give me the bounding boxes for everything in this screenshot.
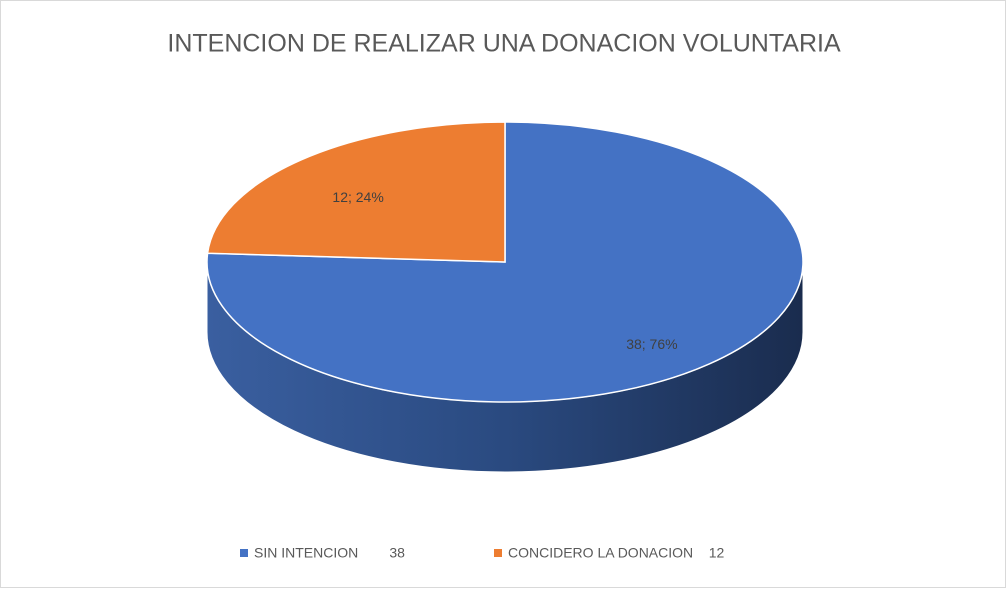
- data-label: 12; 24%: [332, 189, 383, 205]
- legend-label: SIN INTENCION 38: [254, 545, 405, 561]
- pie-slice: [206, 121, 506, 263]
- chart-title: INTENCION DE REALIZAR UNA DONACION VOLUN…: [167, 30, 841, 58]
- legend-swatch: [494, 549, 502, 557]
- legend-swatch: [240, 549, 248, 557]
- pie-slice: [206, 121, 804, 403]
- legend-label: CONCIDERO LA DONACION 12: [508, 545, 724, 561]
- data-label: 38; 76%: [626, 336, 677, 352]
